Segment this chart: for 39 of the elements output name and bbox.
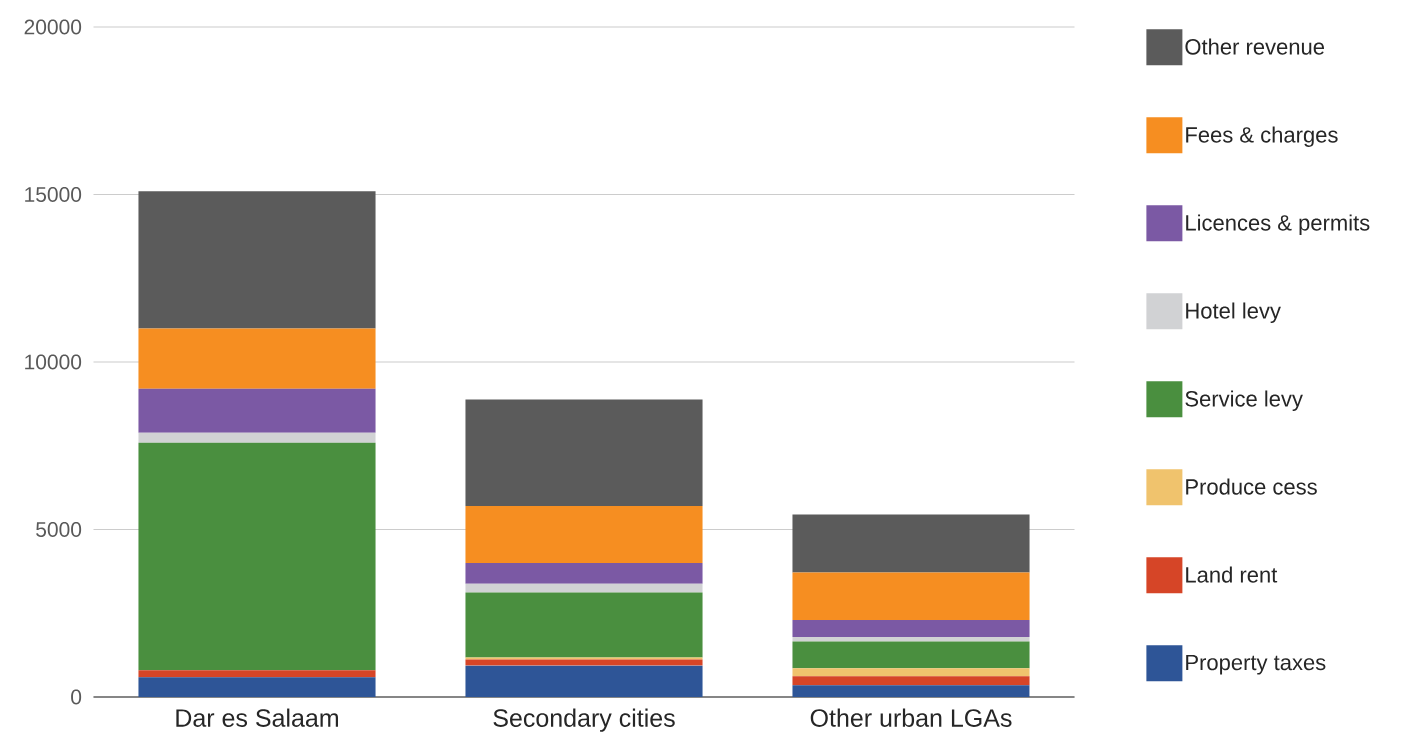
legend-label: Produce cess	[1186, 478, 1317, 495]
legend-label: Service levy	[1185, 390, 1303, 411]
x-tick-label: Dar es Salaam	[176, 708, 338, 727]
x-tick-label: Secondary cities	[493, 708, 675, 732]
bar	[138, 388, 376, 433]
bar	[792, 676, 1030, 686]
bar	[792, 668, 1030, 677]
legend-label: Property taxes	[1186, 654, 1326, 675]
legend-label: Licences & permits	[1186, 214, 1370, 235]
bar	[465, 665, 703, 697]
y-tick-label: 5000	[36, 522, 82, 537]
legend-label: Fees & charges	[1186, 126, 1338, 147]
bar	[792, 572, 1030, 620]
bar	[465, 659, 703, 666]
bar	[792, 685, 1030, 697]
bar	[792, 514, 1030, 573]
y-tick-label: 10000	[25, 354, 82, 370]
bar	[465, 563, 703, 584]
bar	[465, 583, 703, 593]
bar	[465, 506, 703, 563]
bar	[138, 328, 376, 389]
y-tick-label: 20000	[24, 19, 82, 35]
legend-label: Other revenue	[1185, 38, 1325, 55]
bar	[792, 619, 1030, 638]
legend-label: Hotel levy	[1186, 302, 1281, 323]
y-tick-label: 15000	[25, 187, 82, 202]
bar	[138, 670, 376, 678]
bar	[465, 592, 703, 658]
bar	[792, 641, 1030, 669]
legend-label: Land rent	[1186, 566, 1278, 583]
bar	[138, 432, 376, 443]
y-tick-label: 0	[71, 689, 82, 705]
bar	[138, 191, 376, 329]
bar	[138, 677, 376, 697]
x-tick-label: Other urban LGAs	[810, 708, 1012, 727]
bar	[465, 657, 703, 660]
bar	[465, 399, 703, 507]
bar	[138, 442, 376, 671]
bar	[792, 637, 1030, 642]
